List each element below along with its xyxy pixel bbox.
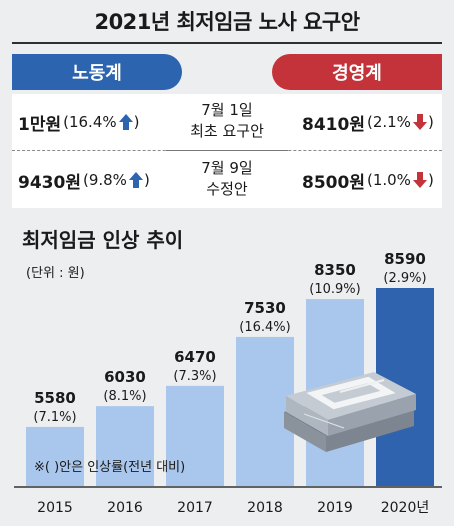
stage-initial: 7월 1일 최초 요구안: [166, 100, 288, 142]
management-revised: 8500원 (1.0% ): [302, 166, 434, 194]
stage-revised: 7월 9일 수정안: [166, 158, 288, 200]
up-arrow-icon: [128, 172, 143, 188]
rate-label-4: (10.9%): [309, 282, 360, 297]
down-arrow-icon: [412, 172, 427, 188]
up-arrow-icon: [118, 114, 133, 130]
bar-0: [26, 426, 84, 486]
rate-label-5: (2.9%): [383, 271, 426, 286]
value-label-4: 8350: [314, 261, 356, 279]
rate-label-3: (16.4%): [239, 320, 290, 335]
stage-divider: [166, 150, 288, 151]
category-label-4: 2019: [317, 500, 353, 516]
value-label-0: 5580: [34, 389, 76, 407]
category-label-1: 2016: [107, 500, 143, 516]
category-label-2: 2017: [177, 500, 213, 516]
proposal-table: 1만원 (16.4% ) 9430원 (9.8% ) 7월 1일 최초 요구안 …: [12, 94, 442, 208]
stage-initial-label: 최초 요구안: [190, 122, 264, 140]
management-initial-value: 8410원: [302, 114, 365, 135]
value-label-1: 6030: [104, 368, 146, 386]
value-label-5: 8590: [384, 250, 426, 268]
labor-revised: 9430원 (9.8% ): [18, 166, 150, 194]
labor-initial-value: 1만원: [18, 114, 62, 135]
category-label-3: 2018: [247, 500, 283, 516]
bar-3: [236, 336, 294, 486]
chart-title: 최저임금 인상 추이: [22, 228, 184, 252]
title-divider: [12, 42, 442, 44]
bar-1: [96, 406, 154, 486]
value-label-2: 6470: [174, 348, 216, 366]
management-header: 경영계: [272, 54, 442, 90]
management-revised-rate: (1.0%: [366, 171, 411, 189]
labor-initial-rate: (16.4%: [63, 113, 117, 131]
money-stack-icon: [284, 372, 416, 452]
unit-label: (단위 : 원): [26, 266, 85, 281]
management-initial-rate: (2.1%: [366, 113, 411, 131]
bar-2: [166, 385, 224, 486]
labor-revised-rate: (9.8%: [82, 171, 127, 189]
labor-header: 노동계: [12, 54, 182, 90]
stage-revised-label: 수정안: [206, 180, 248, 198]
labor-revised-value: 9430원: [18, 172, 81, 193]
management-revised-value: 8500원: [302, 172, 365, 193]
category-label-0: 2015: [37, 500, 73, 516]
rate-label-1: (8.1%): [103, 389, 146, 404]
labor-initial: 1만원 (16.4% ): [18, 108, 139, 136]
rate-label-2: (7.3%): [173, 369, 216, 384]
down-arrow-icon: [412, 114, 427, 130]
page-title: 2021년 최저임금 노사 요구안: [94, 10, 360, 34]
value-label-3: 7530: [244, 299, 286, 317]
stage-revised-date: 7월 9일: [201, 159, 253, 177]
management-initial: 8410원 (2.1% ): [302, 108, 434, 136]
rate-label-0: (7.1%): [33, 410, 76, 425]
stage-initial-date: 7월 1일: [201, 101, 253, 119]
chart-footnote: ※( )안은 인상률(전년 대비): [34, 460, 186, 475]
category-label-5: 2020년: [381, 500, 430, 516]
